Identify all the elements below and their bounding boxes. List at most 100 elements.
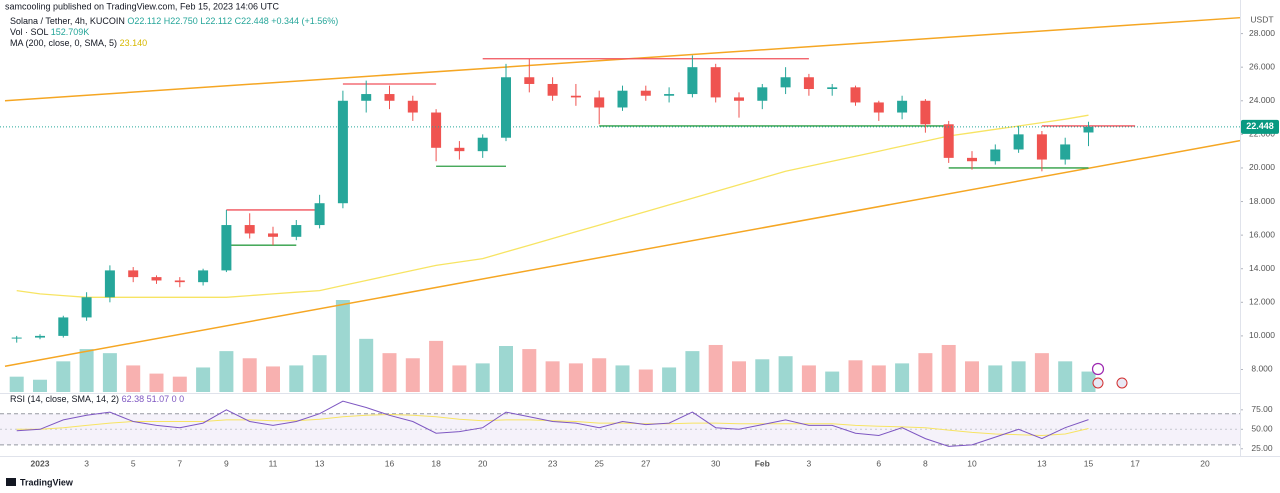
x-tick-label: 6 — [876, 458, 881, 468]
volume-bar — [685, 351, 700, 392]
volume-bar — [429, 340, 444, 392]
volume-bar — [33, 379, 47, 392]
candle-body — [407, 100, 418, 113]
candle-body — [873, 102, 884, 113]
candle-body — [570, 95, 581, 98]
y-tick-label: 26.000 — [1249, 61, 1275, 71]
volume-bar — [965, 361, 979, 392]
candle-body — [454, 147, 465, 152]
x-tick-label: 11 — [269, 458, 278, 468]
candle-body — [431, 112, 442, 148]
candle-body — [547, 83, 558, 96]
candle-body — [384, 94, 395, 101]
x-tick-label: 30 — [711, 458, 721, 468]
volume-bar — [172, 376, 187, 392]
candle-body — [1083, 126, 1094, 133]
candle-body — [967, 157, 977, 162]
candle-body — [198, 270, 209, 283]
volume-bar — [1011, 361, 1026, 392]
y-tick-label: 18.000 — [1249, 196, 1275, 206]
event-icon — [1116, 377, 1128, 389]
y-tick-label: 14.000 — [1249, 263, 1275, 273]
candle-body — [617, 90, 628, 108]
rsi-line — [16, 413, 1089, 437]
candle-body — [244, 225, 255, 234]
ma-label: MA (200, close, 0, SMA, 5) — [10, 38, 117, 48]
candle-body — [268, 233, 278, 237]
volume-bar — [56, 361, 71, 392]
time-axis-border — [0, 456, 1280, 457]
y-tick-label: 16.000 — [1249, 229, 1275, 239]
volume-bar — [778, 356, 793, 392]
y-tick-label: 20.000 — [1249, 162, 1275, 172]
volume-bar — [219, 351, 234, 392]
volume-bar — [801, 365, 816, 392]
volume-bar — [405, 358, 420, 392]
x-tick-label: 20 — [478, 458, 488, 468]
candle-body — [11, 337, 22, 339]
candle-body — [291, 225, 302, 237]
last-price-box — [1241, 119, 1279, 134]
volume-bar — [452, 365, 467, 392]
volume-bar — [335, 300, 350, 392]
candle-body — [897, 100, 908, 113]
volume-bar — [289, 365, 304, 392]
y-tick-label: 8.000 — [1251, 364, 1273, 374]
candle-body — [850, 87, 861, 103]
candle-body — [58, 317, 69, 336]
y-tick-label: 10.000 — [1249, 330, 1275, 340]
volume-bar — [941, 344, 956, 392]
volume-bar — [79, 349, 94, 392]
x-tick-label: 10 — [967, 458, 977, 468]
y-tick-label: 24.000 — [1249, 95, 1275, 105]
volume-bar — [871, 365, 886, 392]
volume-bar — [312, 355, 327, 392]
candle-body — [757, 87, 768, 101]
pane-separator — [0, 393, 1240, 394]
x-tick-label: 13 — [315, 458, 325, 468]
ma-value: 23.140 — [120, 38, 148, 48]
x-tick-label: Feb — [755, 458, 770, 468]
candle-body — [1013, 134, 1024, 150]
legend: samcooling published on TradingView.com,… — [5, 1, 338, 404]
candle-body — [803, 77, 814, 90]
volume-bar — [755, 359, 770, 392]
event-icons — [1091, 362, 1128, 389]
candle-body — [664, 94, 675, 96]
x-tick-label: 3 — [84, 458, 89, 468]
price-axis-border — [1240, 0, 1241, 457]
volume-bar — [662, 367, 677, 392]
x-tick-label: 3 — [807, 458, 812, 468]
candle-body — [104, 270, 115, 298]
x-tick-label: 13 — [1037, 458, 1047, 468]
volume-bar — [825, 371, 840, 392]
x-tick-label: 27 — [641, 458, 651, 468]
candle-body — [827, 87, 838, 90]
x-tick-label: 25 — [594, 458, 604, 468]
candle-body — [174, 280, 185, 283]
candle-body — [1036, 134, 1047, 160]
y-tick-label: 25.00 — [1251, 443, 1273, 453]
candle-body — [990, 149, 1001, 162]
volume-bar — [732, 361, 746, 392]
candle-body — [943, 124, 954, 158]
volume-bar — [1081, 371, 1096, 392]
x-tick-label: 7 — [177, 458, 182, 468]
candle-body — [734, 97, 744, 101]
candle-body — [501, 77, 511, 138]
volume-bar — [522, 349, 537, 392]
rsi-legend: RSI (14, close, SMA, 14, 2) 62.38 51.07 … — [10, 394, 184, 404]
volume-bar — [102, 353, 117, 392]
volume-bar — [499, 346, 513, 392]
brand-logo — [6, 478, 16, 486]
event-icon — [1091, 362, 1105, 376]
event-icon — [1092, 377, 1104, 389]
candle-body — [524, 77, 535, 84]
candle-body — [1060, 144, 1071, 160]
candle-body — [594, 97, 605, 108]
volume-bar — [1034, 353, 1049, 392]
volume-value: 152.709K — [51, 27, 90, 37]
moving-average — [16, 114, 1089, 298]
y-tick-label: 50.00 — [1251, 424, 1273, 434]
